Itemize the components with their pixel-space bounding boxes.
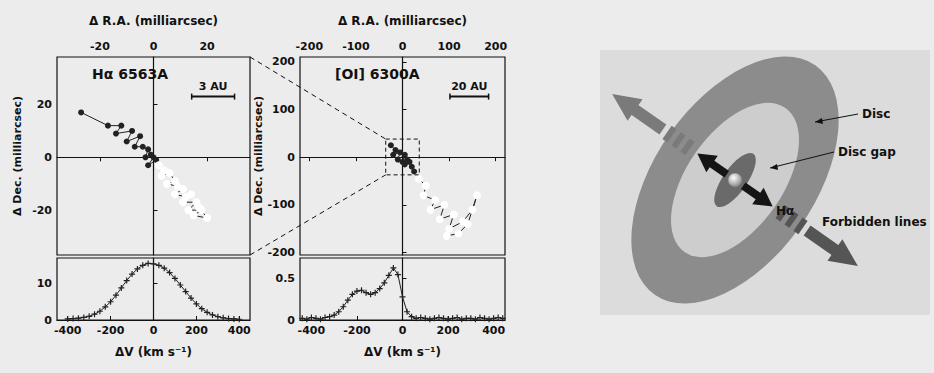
svg-text:0.5: 0.5	[276, 272, 296, 285]
svg-text:-100: -100	[267, 198, 295, 211]
svg-text:400: 400	[228, 324, 251, 337]
svg-text:10: 10	[37, 277, 53, 290]
svg-text:0: 0	[287, 314, 295, 327]
svg-text:0: 0	[399, 40, 407, 53]
svg-text:Δ Dec. (milliarcsec): Δ Dec. (milliarcsec)	[11, 96, 24, 216]
svg-text:0: 0	[150, 40, 158, 53]
svg-text:100: 100	[438, 40, 461, 53]
svg-text:0: 0	[44, 151, 52, 164]
svg-text:0: 0	[287, 151, 295, 164]
svg-text:-100: -100	[342, 40, 370, 53]
svg-text:200: 200	[484, 40, 507, 53]
svg-text:400: 400	[482, 324, 505, 337]
svg-text:20: 20	[37, 98, 53, 111]
svg-text:200: 200	[272, 55, 295, 68]
svg-text:Δ R.A. (milliarcsec): Δ R.A. (milliarcsec)	[338, 14, 467, 28]
svg-text:Hα: Hα	[776, 204, 794, 218]
svg-text:-200: -200	[296, 40, 324, 53]
svg-text:Δ R.A. (milliarcsec): Δ R.A. (milliarcsec)	[89, 14, 218, 28]
svg-text:ΔV (km s⁻¹): ΔV (km s⁻¹)	[364, 345, 441, 359]
svg-text:-20: -20	[90, 40, 110, 53]
svg-text:Disc gap: Disc gap	[838, 145, 896, 159]
svg-text:ΔV (km s⁻¹): ΔV (km s⁻¹)	[115, 345, 192, 359]
svg-text:0: 0	[150, 324, 158, 337]
svg-text:Disc: Disc	[862, 107, 890, 121]
svg-text:200: 200	[437, 324, 460, 337]
svg-text:0: 0	[399, 324, 407, 337]
svg-text:Hα 6563A: Hα 6563A	[92, 66, 168, 82]
svg-text:Forbidden lines: Forbidden lines	[822, 215, 927, 229]
svg-text:200: 200	[185, 324, 208, 337]
svg-text:-400: -400	[298, 324, 326, 337]
svg-text:-400: -400	[54, 324, 82, 337]
svg-text:-20: -20	[32, 204, 52, 217]
svg-text:3 AU: 3 AU	[199, 80, 228, 93]
svg-text:[OI] 6300A: [OI] 6300A	[335, 66, 420, 82]
svg-text:Δ Dec. (milliarcsec): Δ Dec. (milliarcsec)	[252, 96, 265, 216]
svg-text:20 AU: 20 AU	[451, 80, 487, 93]
svg-text:20: 20	[199, 40, 215, 53]
svg-text:-200: -200	[343, 324, 371, 337]
svg-text:-200: -200	[267, 246, 295, 259]
svg-text:0: 0	[44, 314, 52, 327]
svg-text:100: 100	[272, 103, 295, 116]
svg-text:-200: -200	[97, 324, 125, 337]
